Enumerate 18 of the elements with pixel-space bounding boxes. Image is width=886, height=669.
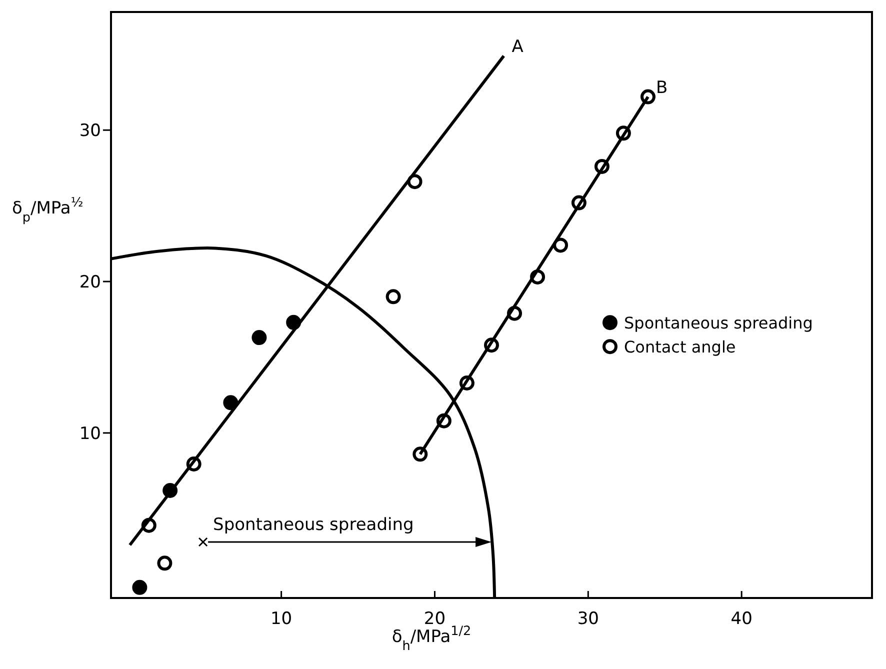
annotation: A bbox=[512, 36, 524, 57]
annotation: B bbox=[656, 78, 668, 98]
point bbox=[157, 556, 172, 571]
y-tick-label: 10 bbox=[79, 424, 101, 444]
x-tick-label: 30 bbox=[577, 609, 599, 629]
x-tick-label: 40 bbox=[730, 609, 752, 629]
point bbox=[252, 330, 267, 346]
point bbox=[132, 580, 148, 595]
legend-label: Spontaneous spreading bbox=[624, 314, 813, 333]
x-tick-label: 10 bbox=[270, 609, 292, 629]
point bbox=[223, 395, 238, 410]
y-tick-label: 30 bbox=[79, 121, 101, 142]
legend-label: Contact angle bbox=[624, 338, 736, 357]
point bbox=[386, 289, 401, 304]
annotation: Spontaneous spreading bbox=[213, 514, 414, 535]
point bbox=[198, 537, 208, 547]
y-tick-label: 20 bbox=[79, 272, 101, 293]
y-axis-title: δ$_{p}$/MPa$^{½}$ bbox=[12, 194, 84, 225]
